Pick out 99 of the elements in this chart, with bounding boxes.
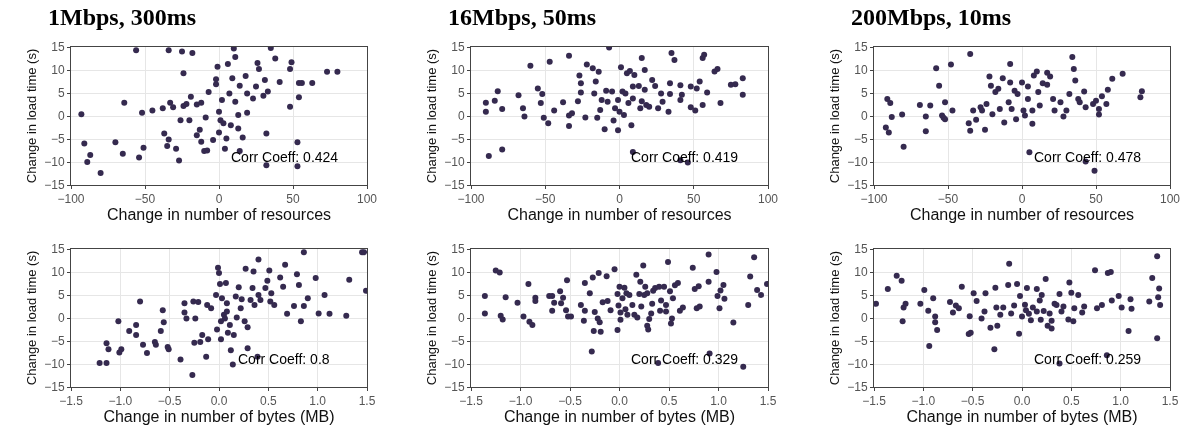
x-tick-label: 50 bbox=[1089, 192, 1103, 207]
y-tick-label: −15 bbox=[444, 178, 465, 193]
y-tick-label: 15 bbox=[51, 40, 65, 55]
x-axis-title: Change in number of bytes (MB) bbox=[103, 408, 335, 426]
y-tick-label: −10 bbox=[847, 155, 868, 170]
annotation: Corr Coeff: 0.8 bbox=[238, 351, 330, 367]
x-tick-label: 0 bbox=[215, 192, 223, 207]
x-tick-label: −100 bbox=[860, 192, 888, 207]
x-axis-title: Change in number of bytes (MB) bbox=[906, 408, 1138, 426]
x-tick-label: 0.0 bbox=[611, 394, 629, 409]
x-tick-label: −100 bbox=[57, 192, 85, 207]
y-tick-label: −5 bbox=[450, 334, 465, 349]
x-tick-label: 50 bbox=[286, 192, 300, 207]
x-tick-label: 100 bbox=[356, 192, 378, 207]
x-tick-label: −50 bbox=[535, 192, 556, 207]
x-tick-label: 0 bbox=[1018, 192, 1026, 207]
y-tick-label: −5 bbox=[450, 132, 465, 147]
x-tick-label: 0.0 bbox=[210, 394, 228, 409]
x-tick-label: −1.0 bbox=[108, 394, 133, 409]
y-tick-label: −15 bbox=[44, 380, 65, 395]
y-tick-label: −5 bbox=[50, 132, 65, 147]
y-tick-label: −15 bbox=[444, 380, 465, 395]
x-tick-label: −1.0 bbox=[508, 394, 533, 409]
y-tick-label: 10 bbox=[854, 265, 868, 280]
y-tick-label: 15 bbox=[854, 40, 868, 55]
y-tick-label: −5 bbox=[853, 334, 868, 349]
x-tick-label: 1.0 bbox=[309, 394, 327, 409]
y-tick-label: −10 bbox=[444, 155, 465, 170]
annotation: Corr Coeff: 0.478 bbox=[1034, 149, 1142, 165]
x-tick-label: 1.5 bbox=[358, 394, 376, 409]
y-axis-title: Change in load time (s) bbox=[827, 48, 843, 184]
y-tick-label: 0 bbox=[57, 311, 65, 326]
annotation: Corr Coeff: 0.259 bbox=[1034, 351, 1142, 367]
y-tick-label: 0 bbox=[860, 109, 868, 124]
y-axis-title: Change in load time (s) bbox=[24, 250, 40, 386]
x-axis-title: Change in number of bytes (MB) bbox=[503, 408, 736, 426]
y-axis-title: Change in load time (s) bbox=[24, 48, 40, 184]
y-tick-label: 5 bbox=[57, 288, 65, 303]
y-tick-label: 0 bbox=[57, 109, 65, 124]
y-tick-label: 5 bbox=[860, 288, 868, 303]
y-tick-label: 5 bbox=[457, 86, 465, 101]
chart-title: 1Mbps, 300ms bbox=[48, 4, 197, 30]
y-tick-label: 5 bbox=[860, 86, 868, 101]
y-tick-label: 10 bbox=[451, 63, 465, 78]
x-tick-label: 0.5 bbox=[660, 394, 678, 409]
y-axis-title: Change in load time (s) bbox=[827, 250, 843, 386]
y-tick-label: 15 bbox=[451, 40, 465, 55]
x-tick-label: −0.5 bbox=[157, 394, 182, 409]
y-tick-label: −15 bbox=[44, 178, 65, 193]
y-tick-label: −10 bbox=[44, 357, 65, 372]
y-tick-label: 10 bbox=[51, 265, 65, 280]
chart-title: 16Mbps, 50ms bbox=[448, 4, 597, 30]
x-tick-label: 0.0 bbox=[1013, 394, 1031, 409]
annotation: Corr Coeff: 0.329 bbox=[631, 351, 739, 367]
y-tick-label: 5 bbox=[457, 288, 465, 303]
y-tick-label: −15 bbox=[847, 380, 868, 395]
y-tick-label: 15 bbox=[451, 242, 465, 257]
x-tick-label: 1.0 bbox=[710, 394, 728, 409]
y-tick-label: 0 bbox=[457, 109, 465, 124]
annotation: Corr Coeff: 0.424 bbox=[231, 149, 339, 165]
annotation: Corr Coeff: 0.419 bbox=[631, 149, 739, 165]
y-tick-label: 10 bbox=[51, 63, 65, 78]
y-tick-label: 0 bbox=[457, 311, 465, 326]
x-tick-label: −1.0 bbox=[911, 394, 936, 409]
x-tick-label: 100 bbox=[757, 192, 779, 207]
x-tick-label: 50 bbox=[687, 192, 701, 207]
x-tick-label: 1.0 bbox=[1112, 394, 1130, 409]
x-axis-title: Change in number of resources bbox=[909, 206, 1135, 224]
y-tick-label: 10 bbox=[451, 265, 465, 280]
y-tick-label: 15 bbox=[51, 242, 65, 257]
x-axis-title: Change in number of resources bbox=[106, 206, 332, 224]
x-tick-label: 1.5 bbox=[1161, 394, 1179, 409]
y-tick-label: −5 bbox=[853, 132, 868, 147]
x-axis-title: Change in number of resources bbox=[507, 206, 732, 224]
x-tick-label: 0 bbox=[616, 192, 624, 207]
chart-title: 200Mbps, 10ms bbox=[851, 4, 1012, 30]
y-tick-label: 0 bbox=[860, 311, 868, 326]
y-tick-label: −10 bbox=[847, 357, 868, 372]
x-tick-label: −50 bbox=[937, 192, 959, 207]
y-tick-label: −15 bbox=[847, 178, 868, 193]
x-tick-label: 0.5 bbox=[259, 394, 277, 409]
y-tick-label: −5 bbox=[50, 334, 65, 349]
y-tick-label: 10 bbox=[854, 63, 868, 78]
y-tick-label: 5 bbox=[57, 86, 65, 101]
x-tick-label: −50 bbox=[134, 192, 156, 207]
x-tick-label: 1.5 bbox=[759, 394, 777, 409]
x-tick-label: 100 bbox=[1159, 192, 1181, 207]
y-axis-title: Change in load time (s) bbox=[424, 250, 440, 386]
y-axis-title: Change in load time (s) bbox=[424, 48, 440, 184]
y-tick-label: −10 bbox=[44, 155, 65, 170]
x-tick-label: −100 bbox=[457, 192, 485, 207]
x-tick-label: 0.5 bbox=[1062, 394, 1080, 409]
x-tick-label: −0.5 bbox=[558, 394, 583, 409]
y-tick-label: 15 bbox=[854, 242, 868, 257]
x-tick-label: −1.5 bbox=[862, 394, 887, 409]
x-tick-label: −1.5 bbox=[459, 394, 484, 409]
x-tick-label: −1.5 bbox=[59, 394, 84, 409]
y-tick-label: −10 bbox=[444, 357, 465, 372]
x-tick-label: −0.5 bbox=[960, 394, 985, 409]
